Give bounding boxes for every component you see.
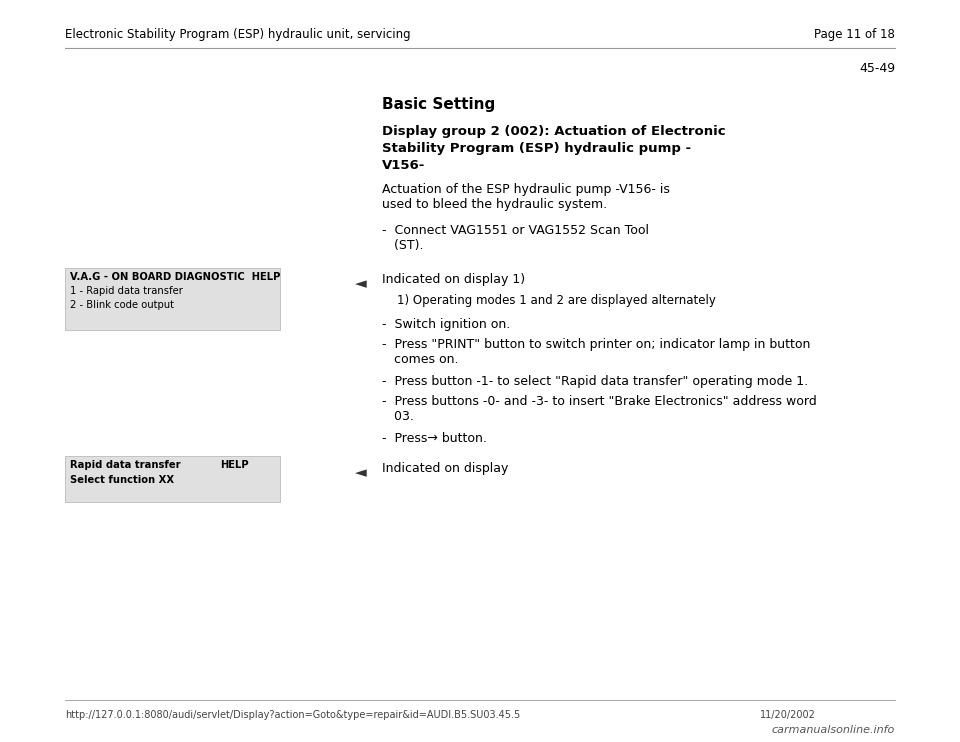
Text: 11/20/2002: 11/20/2002 <box>760 710 816 720</box>
Text: -  Press buttons -0- and -3- to insert "Brake Electronics" address word: - Press buttons -0- and -3- to insert "B… <box>382 395 817 408</box>
Text: 2 - Blink code output: 2 - Blink code output <box>70 300 174 310</box>
Bar <box>65 268 280 330</box>
Text: Select function XX: Select function XX <box>70 475 174 485</box>
Text: comes on.: comes on. <box>382 353 459 366</box>
Text: -  Press→ button.: - Press→ button. <box>382 432 487 445</box>
Text: Page 11 of 18: Page 11 of 18 <box>814 28 895 41</box>
Bar <box>65 456 280 502</box>
Text: -  Press "PRINT" button to switch printer on; indicator lamp in button: - Press "PRINT" button to switch printer… <box>382 338 810 351</box>
Text: Indicated on display: Indicated on display <box>382 462 509 475</box>
Text: 45-49: 45-49 <box>859 62 895 75</box>
Text: 1 - Rapid data transfer: 1 - Rapid data transfer <box>70 286 182 296</box>
Text: http://127.0.0.1:8080/audi/servlet/Display?action=Goto&type=repair&id=AUDI.B5.SU: http://127.0.0.1:8080/audi/servlet/Displ… <box>65 710 520 720</box>
Text: HELP: HELP <box>220 460 249 470</box>
Text: Stability Program (ESP) hydraulic pump -: Stability Program (ESP) hydraulic pump - <box>382 142 691 155</box>
Text: 1) Operating modes 1 and 2 are displayed alternately: 1) Operating modes 1 and 2 are displayed… <box>397 294 716 307</box>
Text: carmanualsonline.info: carmanualsonline.info <box>772 725 895 735</box>
Text: Electronic Stability Program (ESP) hydraulic unit, servicing: Electronic Stability Program (ESP) hydra… <box>65 28 411 41</box>
Text: Display group 2 (002): Actuation of Electronic: Display group 2 (002): Actuation of Elec… <box>382 125 726 138</box>
Text: -  Press button -1- to select "Rapid data transfer" operating mode 1.: - Press button -1- to select "Rapid data… <box>382 375 808 388</box>
Text: Indicated on display 1): Indicated on display 1) <box>382 273 525 286</box>
Text: ◄: ◄ <box>355 276 367 291</box>
Text: V156-: V156- <box>382 159 425 172</box>
Text: (ST).: (ST). <box>382 239 423 252</box>
Text: -  Switch ignition on.: - Switch ignition on. <box>382 318 511 331</box>
Text: 03.: 03. <box>382 410 414 423</box>
Text: Actuation of the ESP hydraulic pump -V156- is: Actuation of the ESP hydraulic pump -V15… <box>382 183 670 196</box>
Text: used to bleed the hydraulic system.: used to bleed the hydraulic system. <box>382 198 607 211</box>
Text: Basic Setting: Basic Setting <box>382 97 495 112</box>
Text: -  Connect VAG1551 or VAG1552 Scan Tool: - Connect VAG1551 or VAG1552 Scan Tool <box>382 224 649 237</box>
Text: Rapid data transfer: Rapid data transfer <box>70 460 180 470</box>
Text: ◄: ◄ <box>355 465 367 480</box>
Text: V.A.G - ON BOARD DIAGNOSTIC  HELP: V.A.G - ON BOARD DIAGNOSTIC HELP <box>70 272 280 282</box>
